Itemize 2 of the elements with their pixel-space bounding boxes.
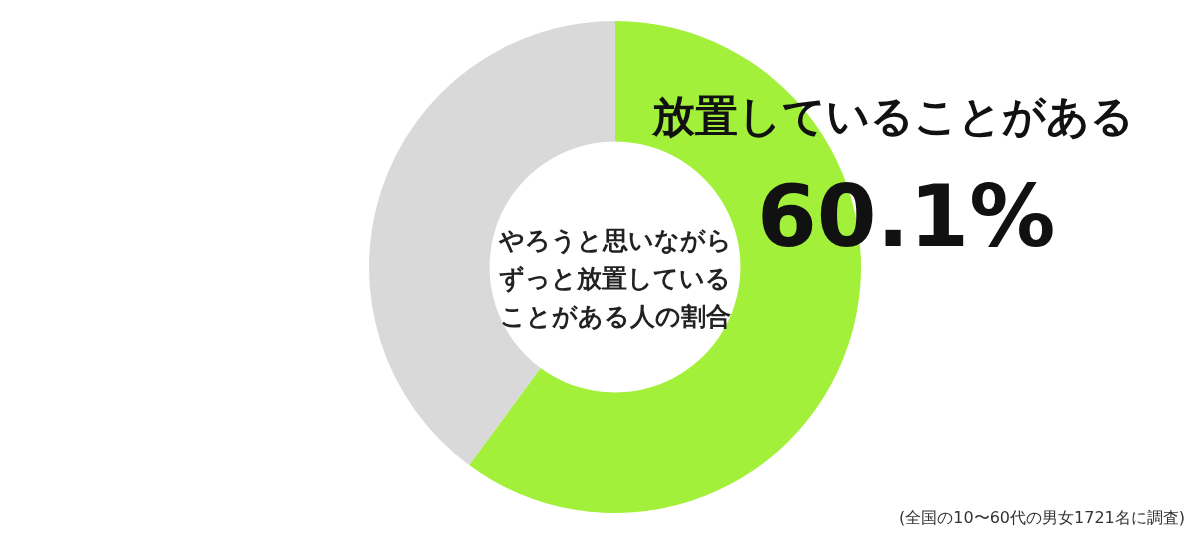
- text: やろうと思いながらずっと放置していることがある人の割合: [497, 225, 733, 333]
- text: (全国の10〜60代の男女1721名に調査): [899, 508, 1185, 529]
